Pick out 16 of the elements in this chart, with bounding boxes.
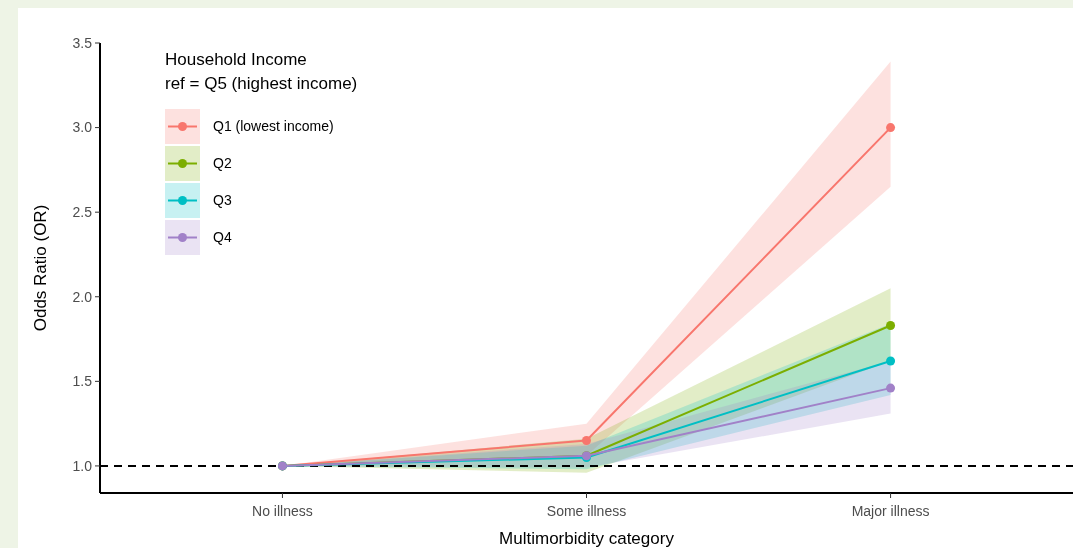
- legend-title: Household Income ref = Q5 (highest income): [165, 50, 358, 93]
- legend-label: Q4: [213, 229, 232, 246]
- y-tick-label: 1.0: [72, 457, 93, 474]
- y-tick-label: 3.5: [72, 34, 93, 51]
- y-tick-label: 2.0: [72, 288, 93, 305]
- legend-label: Q2: [213, 155, 232, 172]
- x-tick-label: No illness: [252, 503, 313, 519]
- legend-label: Q1 (lowest income): [213, 118, 334, 135]
- legend-label: Q3: [213, 192, 232, 209]
- x-tick-label: Some illness: [546, 503, 627, 519]
- x-tick-label: Major illness: [851, 503, 930, 519]
- y-tick-label: 3.0: [72, 119, 93, 136]
- x-axis-title: Multimorbidity category: [499, 529, 675, 548]
- y-tick-label: 1.5: [72, 373, 93, 390]
- y-tick-label: 2.5: [72, 204, 93, 221]
- y-axis-title: Odds Ratio (OR): [31, 204, 50, 332]
